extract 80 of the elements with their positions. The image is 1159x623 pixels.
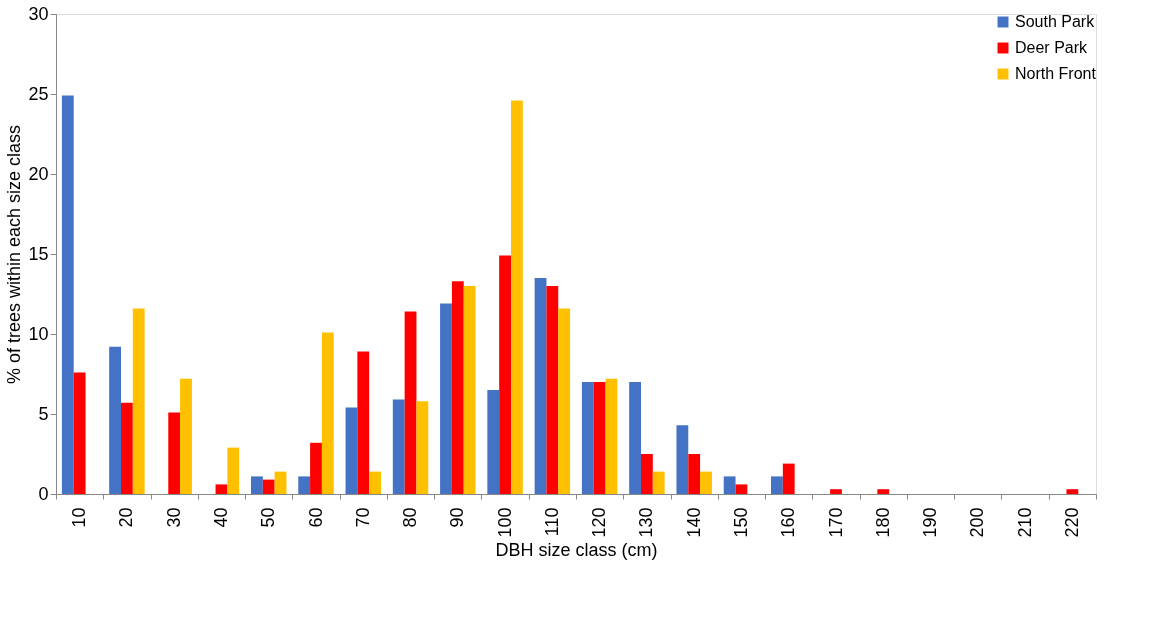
x-tick-label: 60 bbox=[305, 507, 326, 528]
bar bbox=[511, 100, 523, 494]
bar bbox=[369, 471, 381, 494]
bar bbox=[298, 476, 311, 494]
bar bbox=[782, 463, 795, 494]
x-tick-label: 210 bbox=[1014, 507, 1035, 538]
x-tick-label: 160 bbox=[778, 507, 799, 538]
bar bbox=[132, 308, 145, 494]
bar bbox=[593, 382, 606, 494]
bar bbox=[251, 476, 263, 494]
bar bbox=[404, 311, 417, 494]
bar bbox=[676, 425, 689, 494]
bar bbox=[771, 476, 783, 494]
bar bbox=[392, 399, 405, 494]
x-tick-label: 200 bbox=[967, 507, 988, 538]
legend-label: Deer Park bbox=[1015, 39, 1089, 56]
bar bbox=[73, 372, 86, 494]
legend-label: South Park bbox=[1015, 13, 1096, 30]
x-tick-label: 30 bbox=[163, 507, 184, 528]
x-tick-label: 120 bbox=[589, 507, 610, 538]
x-tick-label: 100 bbox=[494, 507, 515, 538]
y-tick-label: 25 bbox=[28, 83, 49, 104]
bar bbox=[629, 382, 641, 494]
bar bbox=[581, 382, 594, 494]
bar bbox=[558, 308, 571, 494]
bar bbox=[357, 351, 370, 494]
bar bbox=[534, 278, 547, 494]
bar bbox=[451, 281, 464, 494]
bar bbox=[321, 332, 334, 494]
bar bbox=[487, 390, 500, 494]
bar bbox=[652, 471, 665, 494]
bar bbox=[605, 378, 618, 494]
bar bbox=[546, 286, 559, 494]
bar bbox=[227, 447, 240, 494]
x-tick-label: 10 bbox=[69, 507, 90, 528]
x-tick-label: 40 bbox=[210, 507, 231, 528]
x-tick-label: 110 bbox=[541, 507, 562, 537]
bar bbox=[830, 489, 842, 494]
x-tick-label: 190 bbox=[920, 507, 941, 538]
bar bbox=[463, 286, 476, 494]
bar bbox=[1066, 489, 1079, 494]
bar bbox=[180, 378, 192, 494]
y-tick-label: 20 bbox=[28, 163, 49, 184]
bar bbox=[723, 476, 736, 494]
bar bbox=[262, 479, 275, 494]
bar bbox=[61, 95, 74, 494]
bar bbox=[274, 471, 287, 494]
y-tick-label: 10 bbox=[28, 323, 49, 344]
y-tick-label: 0 bbox=[38, 483, 49, 504]
bar bbox=[215, 484, 228, 494]
x-axis-title: DBH size class (cm) bbox=[495, 539, 658, 560]
x-tick-label: 220 bbox=[1061, 507, 1082, 538]
x-tick-label: 170 bbox=[825, 507, 846, 538]
bar bbox=[109, 346, 121, 494]
x-tick-label: 20 bbox=[116, 507, 137, 528]
x-tick-label: 150 bbox=[730, 507, 751, 538]
x-tick-label: 130 bbox=[636, 507, 657, 538]
bar bbox=[168, 412, 181, 494]
x-tick-label: 70 bbox=[352, 507, 373, 528]
y-tick-label: 30 bbox=[28, 3, 49, 24]
bar bbox=[735, 484, 748, 494]
bar bbox=[310, 442, 322, 494]
bar bbox=[416, 401, 429, 494]
bar bbox=[121, 402, 133, 494]
bar bbox=[641, 454, 653, 494]
y-axis-title: % of trees within each size class bbox=[4, 124, 25, 385]
bar bbox=[688, 454, 701, 494]
bar bbox=[499, 255, 511, 494]
bar bbox=[440, 303, 452, 494]
y-tick-label: 15 bbox=[28, 243, 49, 264]
x-tick-label: 90 bbox=[447, 507, 468, 528]
bar bbox=[345, 407, 358, 494]
y-tick-label: 5 bbox=[38, 403, 49, 424]
x-tick-label: 80 bbox=[400, 507, 421, 528]
legend-label: North Front bbox=[1015, 65, 1097, 82]
bar bbox=[700, 471, 712, 494]
x-tick-label: 50 bbox=[258, 507, 279, 528]
x-tick-label: 140 bbox=[683, 507, 704, 538]
x-tick-label: 180 bbox=[872, 507, 893, 538]
bar bbox=[877, 489, 890, 494]
